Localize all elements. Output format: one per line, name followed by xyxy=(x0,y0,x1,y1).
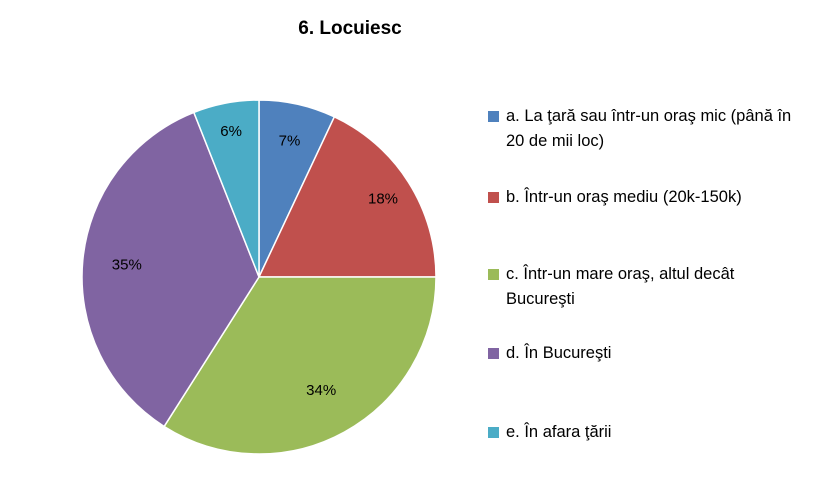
legend-swatch xyxy=(488,269,499,280)
legend-swatch xyxy=(488,427,499,438)
slice-medium-city xyxy=(257,115,437,278)
legend-label: a. La ţară sau într-un oraş mic (până în… xyxy=(506,107,792,150)
percent-label: 7% xyxy=(279,133,301,150)
legend-label: b. Într-un oraş mediu (20k-150k) xyxy=(506,188,742,206)
legend-swatch xyxy=(488,111,499,122)
chart-title: 6. Locuiesc xyxy=(298,18,402,39)
legend-label: e. În afara ţării xyxy=(506,423,612,441)
slice-big-city xyxy=(163,276,437,455)
pie-percent-labels: 7% 18% 34% 35% 6% xyxy=(112,123,398,399)
legend-swatch xyxy=(488,192,499,203)
legend-swatch xyxy=(488,348,499,359)
legend-label: c. Într-un mare oraş, altul decât Bucure… xyxy=(506,265,735,308)
pie-slices xyxy=(81,99,437,455)
percent-label: 34% xyxy=(306,382,336,399)
legend-label: d. În Bucureşti xyxy=(506,344,612,362)
slice-bucharest xyxy=(81,111,260,428)
percent-label: 35% xyxy=(112,257,142,274)
percent-label: 6% xyxy=(220,123,242,140)
slice-abroad xyxy=(192,99,260,278)
percent-label: 18% xyxy=(368,190,398,207)
